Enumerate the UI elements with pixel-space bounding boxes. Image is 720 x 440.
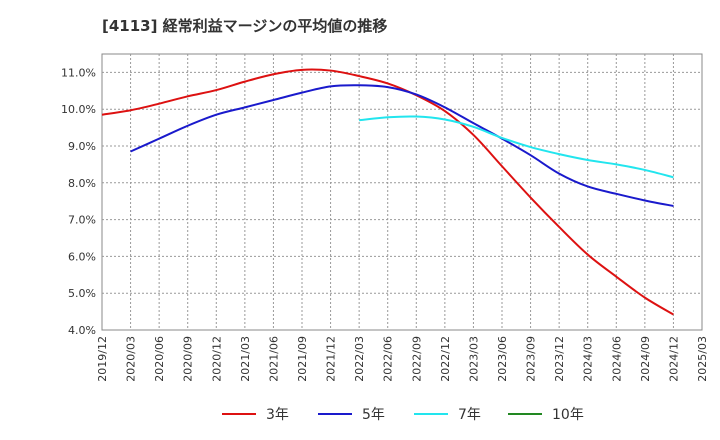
x-tick-label: 2024/03 (582, 336, 595, 382)
series-line (130, 84, 674, 207)
x-tick-label: 2023/03 (467, 336, 480, 382)
x-tick-label: 2022/09 (410, 336, 423, 382)
x-tick-label: 2024/12 (667, 336, 680, 382)
x-tick-label: 2023/06 (496, 336, 509, 382)
x-tick-label: 2022/12 (439, 336, 452, 382)
plot-area (101, 53, 703, 331)
x-tick-label: 2024/09 (639, 336, 652, 382)
y-tick-label: 9.0% (68, 140, 96, 153)
x-tick-label: 2021/03 (239, 336, 252, 382)
y-axis-ticks: 4.0% 5.0% 6.0% 7.0% 8.0% 9.0% 10.0% 11.0% (61, 66, 96, 337)
legend-label: 3年 (266, 407, 289, 423)
x-tick-label: 2019/12 (96, 336, 109, 382)
y-tick-label: 7.0% (68, 214, 96, 227)
x-tick-label: 2020/09 (182, 336, 195, 382)
grid (102, 54, 702, 330)
x-axis-ticks: 2019/12 2020/03 2020/06 2020/09 2020/12 2021/… (96, 336, 709, 382)
y-tick-label: 11.0% (61, 66, 96, 79)
x-tick-label: 2020/03 (125, 336, 138, 382)
x-tick-label: 2021/06 (267, 336, 280, 382)
series-lines (101, 68, 674, 316)
y-tick-label: 10.0% (61, 103, 96, 116)
x-tick-label: 2020/12 (210, 336, 223, 382)
y-tick-label: 6.0% (68, 250, 96, 263)
y-tick-label: 4.0% (68, 324, 96, 337)
x-tick-label: 2022/06 (382, 336, 395, 382)
legend-label: 5年 (362, 407, 385, 423)
x-tick-label: 2025/03 (696, 336, 709, 382)
x-tick-label: 2021/09 (296, 336, 309, 382)
series-line (101, 68, 674, 316)
x-tick-label: 2024/06 (610, 336, 623, 382)
x-tick-label: 2020/06 (153, 336, 166, 382)
y-tick-label: 5.0% (68, 287, 96, 300)
x-tick-label: 2023/09 (525, 336, 538, 382)
y-tick-label: 8.0% (68, 177, 96, 190)
x-tick-label: 2023/12 (553, 336, 566, 382)
x-tick-label: 2022/03 (353, 336, 366, 382)
series-line (359, 115, 674, 179)
legend: 3年 5年 7年 10年 (222, 407, 584, 423)
chart-title: [4113] 経常利益マージンの平均値の推移 (102, 17, 387, 35)
x-tick-label: 2021/12 (325, 336, 338, 382)
legend-label: 10年 (552, 407, 584, 423)
legend-label: 7年 (458, 407, 481, 423)
